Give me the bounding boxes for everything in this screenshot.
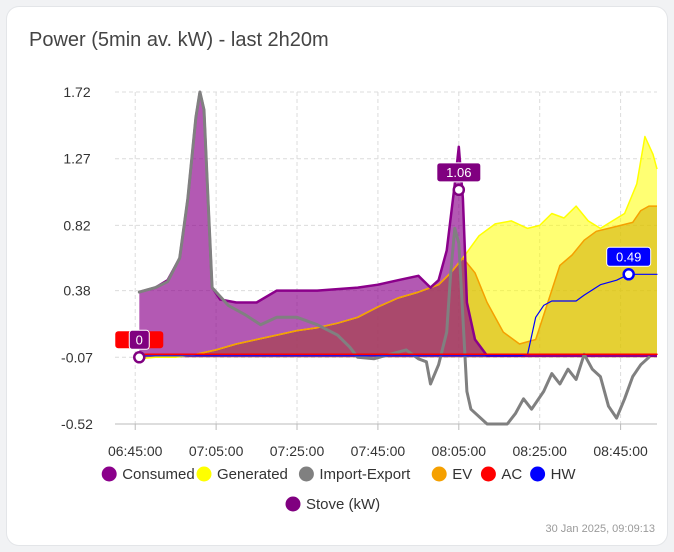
- legend-item-consumed[interactable]: Consumed: [101, 466, 195, 483]
- series-area-consumed: [139, 92, 658, 358]
- chart-annotations: 1.06 0.49 0: [115, 162, 652, 364]
- legend-swatch: [431, 466, 447, 482]
- annotation-marker: [452, 183, 466, 197]
- x-tick-label: 08:25:00: [512, 443, 567, 459]
- annotation-badge: [128, 329, 150, 350]
- y-tick-label: -0.52: [61, 416, 93, 432]
- y-tick-label: -0.07: [61, 349, 93, 365]
- series-line-ev: [139, 205, 657, 357]
- legend-swatch: [101, 466, 117, 482]
- legend-item-ev[interactable]: EV: [431, 466, 473, 483]
- legend-item-hw[interactable]: HW: [530, 466, 576, 483]
- last-updated-timestamp: 30 Jan 2025, 09:09:13: [545, 523, 655, 535]
- legend-item-generated[interactable]: Generated: [196, 466, 288, 483]
- chart-legend[interactable]: Consumed Generated Import-Export EV AC HW Stov…: [101, 466, 577, 513]
- annotation-label: 1.06: [446, 165, 471, 180]
- annotation-badge: [436, 162, 482, 183]
- legend-swatch: [196, 466, 212, 482]
- legend-swatch: [285, 496, 301, 512]
- y-tick-label: 0.82: [63, 217, 90, 233]
- annotation-marker: [133, 351, 146, 364]
- x-tick-label: 07:25:00: [270, 443, 325, 459]
- series-line-import-export: [137, 90, 651, 426]
- y-tick-label: 0.38: [63, 283, 90, 299]
- x-tick-label: 06:45:00: [108, 443, 163, 459]
- legend-swatch: [530, 466, 546, 482]
- legend-item-stove-kw[interactable]: Stove (kW): [285, 496, 381, 513]
- x-tick-label: 07:05:00: [189, 443, 244, 459]
- legend-label: Stove (kW): [306, 496, 380, 513]
- legend-item-import-export[interactable]: Import-Export: [298, 466, 411, 483]
- annotation-marker: [622, 268, 635, 281]
- series-area-generated: [139, 136, 658, 359]
- legend-label: Generated: [217, 466, 288, 483]
- card-title: Power (5min av. kW) - last 2h20m: [29, 29, 329, 51]
- y-tick-label: 1.72: [63, 84, 90, 100]
- legend-label: EV: [452, 466, 472, 483]
- x-tick-label: 07:45:00: [351, 443, 406, 459]
- legend-label: HW: [551, 466, 577, 483]
- legend-label: AC: [501, 466, 522, 483]
- legend-swatch: [298, 466, 314, 482]
- annotation-badge: [606, 246, 652, 267]
- annotation-label: 0: [136, 332, 143, 347]
- legend-item-ac[interactable]: AC: [480, 466, 523, 483]
- y-tick-label: 1.27: [63, 151, 90, 167]
- x-tick-label: 08:05:00: [432, 443, 487, 459]
- legend-label: Consumed: [122, 466, 195, 483]
- annotation-label: 0.49: [616, 249, 641, 264]
- chart-areas: [139, 92, 658, 359]
- legend-swatch: [480, 466, 496, 482]
- legend-label: Import-Export: [319, 466, 411, 483]
- x-tick-label: 08:45:00: [593, 443, 648, 459]
- chart-grid: [115, 91, 657, 430]
- chart-ticks: 1.72 1.27 0.82 0.38 -0.07 -0.52 06:45:00 07:05:…: [61, 84, 648, 459]
